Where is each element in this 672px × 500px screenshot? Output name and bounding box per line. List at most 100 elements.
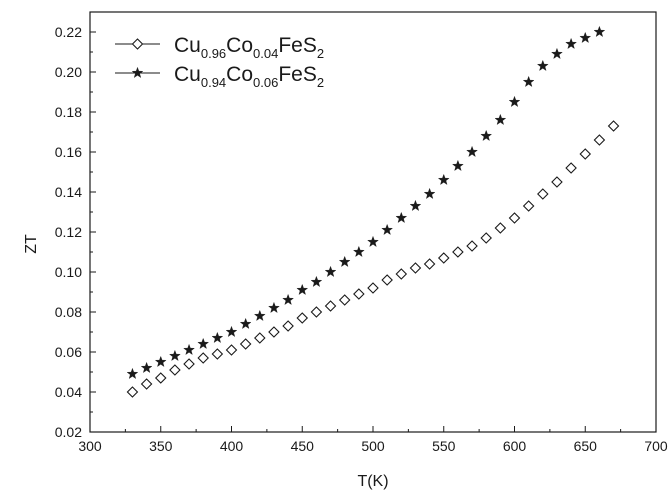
y-tick-label: 0.08 (55, 304, 82, 320)
data-point-diamond (480, 232, 492, 244)
legend-star-marker (131, 66, 144, 79)
legend-label: Cu0.94Co0.06FeS2 (174, 63, 324, 90)
data-series (126, 25, 620, 398)
data-point-star (268, 301, 280, 314)
legend-entry-1: Cu0.96Co0.04FeS2 (115, 34, 324, 61)
y-tick-label: 0.04 (55, 384, 82, 400)
data-point-star (282, 293, 294, 306)
data-point-star (296, 283, 309, 296)
legend-entry-2: Cu0.94Co0.06FeS2 (115, 63, 324, 90)
data-point-diamond (565, 162, 577, 174)
y-tick-label: 0.14 (55, 184, 82, 200)
data-point-star (211, 331, 224, 344)
data-point-star (522, 75, 535, 88)
data-point-diamond (254, 332, 266, 344)
data-point-star (310, 275, 323, 288)
legend-formula-part: Co (226, 63, 253, 86)
data-point-star (253, 309, 266, 322)
x-tick-label: 550 (432, 438, 456, 454)
data-point-star (480, 129, 493, 142)
data-point-star (593, 25, 606, 38)
y-axis-label: ZT (23, 234, 40, 254)
data-point-star (494, 113, 507, 126)
data-point-diamond (452, 246, 464, 258)
data-point-star (140, 361, 153, 374)
data-point-diamond (140, 378, 153, 390)
legend-formula-part: Co (226, 34, 253, 57)
y-axis-ticks: 0.02 0.04 0.06 0.08 0.10 0.12 0.14 0.16 0.18 0.20… (55, 11, 96, 440)
data-point-diamond (126, 386, 139, 398)
data-point-diamond (225, 344, 238, 356)
data-point-diamond (353, 288, 365, 300)
data-point-diamond (169, 364, 181, 376)
x-axis-ticks: 300 350 400 450 500 550 600 650 700 (78, 426, 668, 454)
data-point-diamond (593, 134, 606, 146)
data-point-star (551, 47, 563, 60)
data-point-star (508, 95, 521, 108)
legend-formula-part: FeS (278, 63, 317, 86)
data-point-diamond (551, 176, 563, 188)
data-point-diamond (466, 240, 478, 252)
data-point-diamond (494, 222, 507, 234)
data-point-diamond (310, 306, 323, 318)
data-point-star (579, 31, 592, 44)
legend-subscript: 0.94 (201, 75, 226, 90)
data-point-diamond (579, 148, 592, 160)
data-point-star (437, 173, 450, 186)
data-point-star (452, 159, 464, 172)
legend-subscript: 0.96 (201, 46, 226, 61)
data-point-diamond (437, 252, 450, 264)
data-point-star (324, 265, 337, 278)
data-point-diamond (296, 312, 309, 324)
y-tick-label: 0.12 (55, 224, 82, 240)
data-point-star (352, 245, 365, 258)
data-point-star (338, 255, 351, 268)
data-point-star (225, 325, 238, 338)
y-tick-label: 0.16 (55, 144, 82, 160)
data-point-diamond (324, 300, 337, 312)
data-point-diamond (282, 320, 294, 332)
x-tick-label: 650 (574, 438, 598, 454)
x-axis-label: T(K) (357, 473, 388, 490)
data-point-star (126, 367, 139, 380)
legend-subscript: 0.04 (253, 46, 278, 61)
data-point-star (423, 187, 436, 200)
data-point-star (367, 235, 379, 248)
data-point-star (565, 37, 577, 50)
data-point-star (466, 145, 478, 158)
legend-diamond-marker (131, 38, 144, 50)
data-point-diamond (607, 120, 620, 132)
legend-label: Cu0.96Co0.04FeS2 (174, 34, 324, 61)
x-tick-label: 350 (149, 438, 173, 454)
x-tick-label: 500 (361, 438, 385, 454)
data-point-diamond (239, 338, 252, 350)
data-point-star (239, 317, 252, 330)
y-tick-label: 0.10 (55, 264, 82, 280)
legend-formula-part: FeS (278, 34, 317, 57)
series-2 (126, 25, 606, 380)
series-1 (126, 120, 620, 398)
x-tick-label: 450 (291, 438, 315, 454)
data-point-diamond (183, 358, 195, 370)
legend-subscript: 2 (317, 46, 324, 61)
data-point-star (395, 211, 408, 224)
data-point-diamond (508, 212, 521, 224)
legend-subscript: 0.06 (253, 75, 278, 90)
data-point-diamond (409, 262, 422, 274)
data-point-diamond (197, 352, 209, 364)
data-point-diamond (537, 188, 549, 200)
data-point-star (536, 59, 549, 72)
data-point-diamond (522, 200, 535, 212)
y-tick-label: 0.22 (55, 24, 82, 40)
data-point-star (169, 349, 181, 362)
data-point-star (381, 223, 394, 236)
legend-subscript: 2 (317, 75, 324, 90)
data-point-diamond (154, 372, 167, 384)
data-point-diamond (211, 348, 224, 360)
legend-formula-part: Cu (174, 34, 201, 57)
data-point-star (197, 337, 210, 350)
data-point-diamond (268, 326, 280, 338)
y-tick-label: 0.18 (55, 104, 82, 120)
